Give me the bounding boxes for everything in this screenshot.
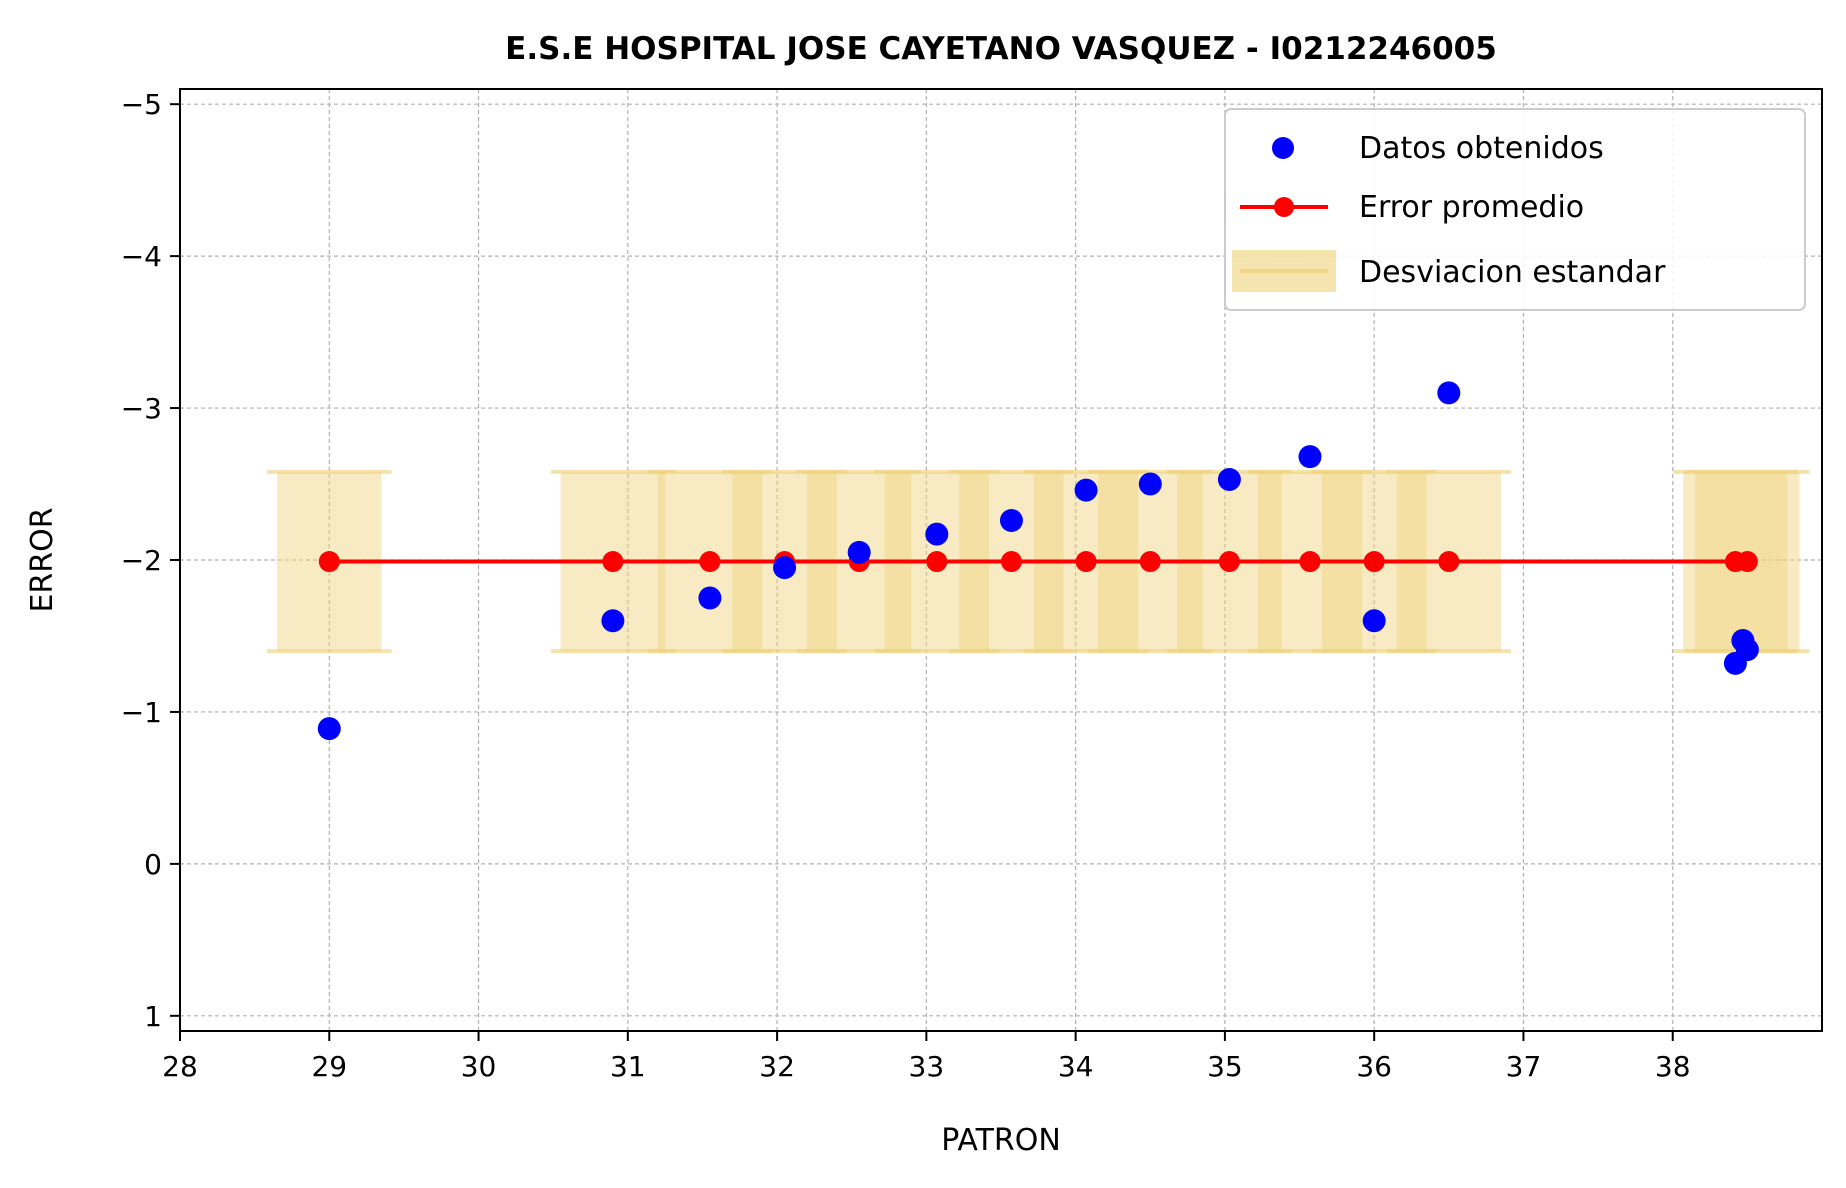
data-point bbox=[1362, 609, 1386, 633]
y-tick-label: −3 bbox=[121, 392, 162, 425]
data-point bbox=[999, 508, 1023, 532]
x-tick-label: 37 bbox=[1506, 1050, 1542, 1083]
mean-marker bbox=[926, 551, 948, 573]
x-tick-label: 29 bbox=[311, 1050, 347, 1083]
mean-marker bbox=[1139, 551, 1161, 573]
legend-line-dot bbox=[1274, 197, 1294, 217]
x-tick-label: 38 bbox=[1655, 1050, 1691, 1083]
y-axis-ticks: 1 0 −1 −2 −3 −4 −5 bbox=[121, 88, 180, 1033]
legend-scatter-marker bbox=[1272, 137, 1294, 159]
legend: Datos obtenidos Error promedio Desviacio… bbox=[1224, 108, 1806, 311]
data-point bbox=[601, 609, 625, 633]
legend-box bbox=[1224, 108, 1806, 311]
x-tick-label: 34 bbox=[1058, 1050, 1094, 1083]
data-point bbox=[1074, 478, 1098, 502]
mean-marker bbox=[1363, 551, 1385, 573]
data-point bbox=[847, 540, 871, 564]
x-axis-ticks: 28 29 30 31 32 33 34 35 36 37 38 bbox=[162, 1031, 1691, 1083]
data-point bbox=[317, 717, 341, 741]
x-tick-label: 30 bbox=[461, 1050, 497, 1083]
x-tick-label: 33 bbox=[909, 1050, 945, 1083]
mean-marker bbox=[1075, 551, 1097, 573]
mean-marker bbox=[1299, 551, 1321, 573]
x-tick-label: 31 bbox=[610, 1050, 646, 1083]
y-axis-label: ERROR bbox=[25, 507, 60, 612]
legend-label-promedio: Error promedio bbox=[1359, 190, 1584, 225]
mean-marker bbox=[1000, 551, 1022, 573]
y-tick-label: −5 bbox=[121, 88, 162, 121]
mean-marker bbox=[1218, 551, 1240, 573]
x-tick-label: 36 bbox=[1356, 1050, 1392, 1083]
data-point bbox=[925, 522, 949, 546]
data-point bbox=[773, 556, 797, 580]
data-point bbox=[1437, 381, 1461, 405]
mean-marker bbox=[699, 551, 721, 573]
chart-title: E.S.E HOSPITAL JOSE CAYETANO VASQUEZ - I… bbox=[505, 31, 1497, 67]
x-tick-label: 35 bbox=[1207, 1050, 1243, 1083]
y-tick-label: 1 bbox=[144, 1000, 162, 1033]
data-point bbox=[1298, 445, 1322, 469]
y-tick-label: −1 bbox=[121, 696, 162, 729]
data-point bbox=[1138, 472, 1162, 496]
mean-marker bbox=[1736, 551, 1758, 573]
y-tick-label: −2 bbox=[121, 544, 162, 577]
x-axis-label: PATRON bbox=[941, 1123, 1061, 1158]
mean-marker bbox=[602, 551, 624, 573]
y-tick-label: −4 bbox=[121, 240, 162, 273]
data-points bbox=[317, 381, 1759, 741]
legend-label-desviacion: Desviacion estandar bbox=[1359, 255, 1666, 290]
y-tick-label: 0 bbox=[144, 848, 162, 881]
legend-label-datos: Datos obtenidos bbox=[1359, 131, 1604, 166]
x-tick-label: 32 bbox=[759, 1050, 795, 1083]
data-point bbox=[1217, 467, 1241, 491]
data-point bbox=[1731, 629, 1755, 653]
mean-marker bbox=[318, 551, 340, 573]
x-tick-label: 28 bbox=[162, 1050, 198, 1083]
mean-marker bbox=[1438, 551, 1460, 573]
data-point bbox=[698, 586, 722, 610]
